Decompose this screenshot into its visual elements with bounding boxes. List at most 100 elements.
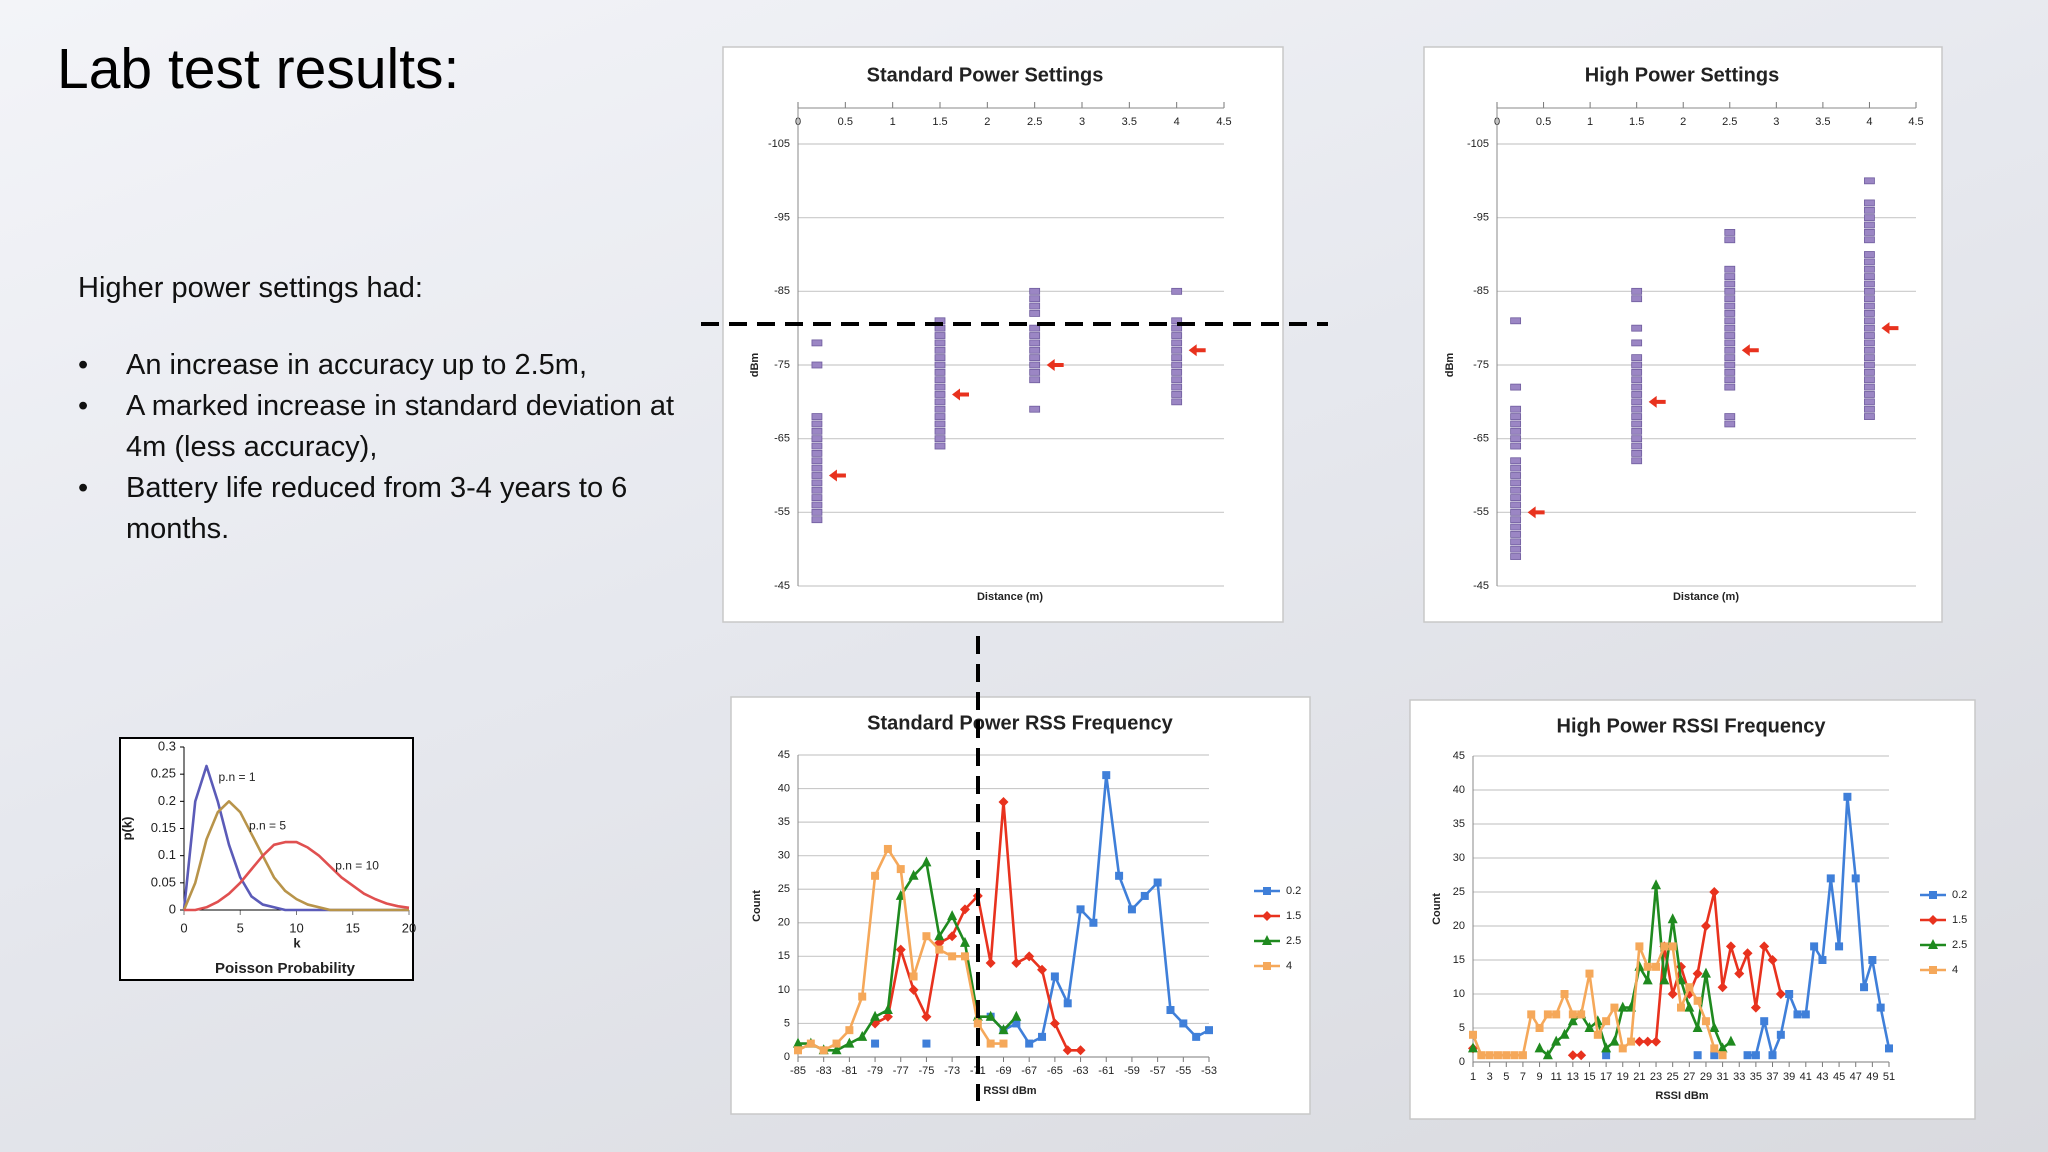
data-point (1029, 368, 1041, 376)
data-point (1724, 273, 1736, 281)
data-point (1760, 1017, 1769, 1026)
data-point (1885, 1044, 1893, 1053)
data-point (1029, 324, 1041, 332)
y-tick-label: -45 (1473, 580, 1489, 592)
data-point (1585, 969, 1594, 978)
data-point (1576, 1050, 1587, 1061)
data-point (1864, 310, 1875, 317)
data-point (1864, 354, 1875, 362)
x-tick-label: 5 (1503, 1071, 1509, 1083)
data-point (1601, 1042, 1612, 1053)
data-point (1709, 1022, 1720, 1032)
x-tick-label: -79 (867, 1065, 883, 1077)
legend-marker (1262, 935, 1272, 945)
data-point (934, 346, 946, 354)
data-point (811, 420, 823, 428)
x-axis-label: RSSI dBm (1655, 1090, 1708, 1102)
curve-label: p.n = 1 (219, 770, 256, 784)
data-point (1742, 948, 1753, 959)
data-point (1864, 273, 1875, 281)
chart: Poisson Probability 0 0.05 0.1 0.15 0.2 0.25 0.… (119, 737, 416, 981)
data-point (999, 1039, 1008, 1048)
data-point (811, 479, 823, 487)
x-tick-label: -55 (1175, 1065, 1191, 1077)
data-point (1024, 951, 1035, 962)
data-point (1826, 874, 1835, 883)
y-tick-label: 10 (778, 984, 790, 996)
y-tick-label: 20 (778, 917, 790, 929)
data-point (1602, 1017, 1611, 1026)
legend-label: 2.5 (1952, 939, 1967, 951)
x-tick-label: 15 (1583, 1071, 1595, 1083)
data-point (794, 1046, 802, 1055)
data-point (831, 1044, 842, 1055)
data-point (1510, 413, 1522, 420)
chart-frame (722, 46, 1284, 623)
data-point (819, 1046, 828, 1055)
legend-marker (1929, 891, 1937, 899)
y-tick-label: 0.15 (151, 820, 176, 835)
data-point (1510, 457, 1522, 465)
data-point (1510, 545, 1522, 553)
data-point (1810, 942, 1819, 951)
data-point (1631, 361, 1643, 369)
mean-arrow (1741, 344, 1759, 357)
data-point (1864, 295, 1875, 303)
data-point (1171, 383, 1183, 391)
y-tick-label: -55 (774, 506, 790, 518)
data-point (1510, 501, 1522, 509)
x-tick-label: 3 (1079, 116, 1085, 128)
data-point (1510, 317, 1522, 325)
data-point (895, 944, 906, 955)
data-point (1179, 1019, 1188, 1028)
data-point (1631, 398, 1643, 406)
x-tick-label: 35 (1750, 1071, 1762, 1083)
x-tick-label: 27 (1683, 1071, 1695, 1083)
data-point (811, 435, 823, 443)
chart-title: High Power RSSI Frequency (1557, 715, 1827, 737)
x-tick-label: 17 (1600, 1071, 1612, 1083)
data-point (811, 442, 823, 450)
data-point (934, 339, 946, 347)
data-point (1631, 354, 1643, 362)
data-point (811, 472, 823, 479)
data-point (934, 442, 946, 450)
data-point (1559, 1028, 1570, 1039)
data-point (1725, 941, 1736, 952)
chart-frame (1409, 699, 1976, 1120)
x-tick-label: 51 (1883, 1071, 1895, 1083)
data-point (1835, 942, 1844, 951)
data-point (1864, 280, 1875, 288)
x-tick-label: -63 (1073, 1065, 1089, 1077)
data-point (1864, 368, 1875, 376)
series-line (184, 840, 410, 912)
data-point (1631, 295, 1643, 303)
slide-title: Lab test results: (57, 37, 460, 101)
y-tick-label: 40 (1453, 784, 1465, 796)
data-point (1743, 1051, 1752, 1060)
legend-label: 0.2 (1952, 889, 1967, 901)
x-tick-label: 23 (1650, 1071, 1662, 1083)
data-point (1785, 990, 1794, 998)
mean-arrow (1527, 506, 1545, 519)
data-point (1049, 1018, 1060, 1029)
x-tick-label: -53 (1201, 1065, 1217, 1077)
data-point (1631, 435, 1643, 443)
data-point (882, 1004, 893, 1015)
data-point (1510, 486, 1522, 494)
data-point (1510, 516, 1522, 524)
data-point (985, 1010, 996, 1021)
data-point (934, 376, 946, 384)
data-point (1724, 236, 1736, 244)
data-point (1510, 538, 1522, 546)
data-point (1876, 1003, 1885, 1012)
data-point (1864, 398, 1875, 406)
data-point (1724, 361, 1736, 369)
data-point (1864, 258, 1875, 266)
data-point (1029, 339, 1041, 347)
x-tick-label: 2 (984, 116, 990, 128)
x-tick-label: 45 (1833, 1071, 1845, 1083)
chart: High Power RSSI Frequency051015202530354… (1409, 699, 1976, 1120)
data-point (1584, 1022, 1595, 1032)
data-point (1171, 398, 1183, 406)
